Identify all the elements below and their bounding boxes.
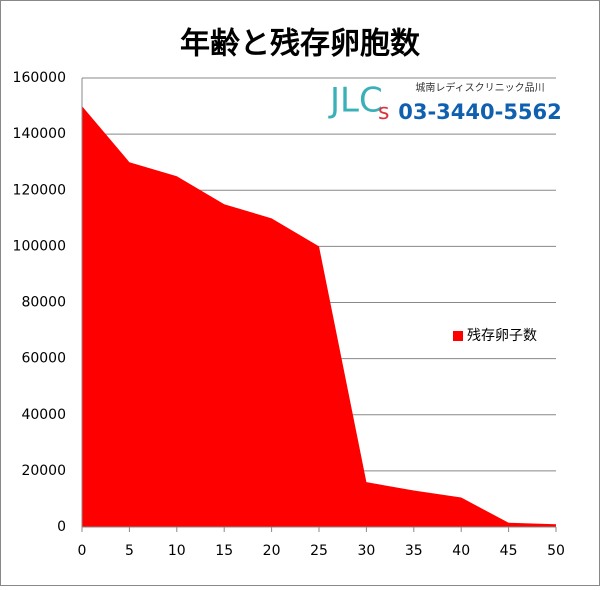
- y-tick-label: 0: [57, 519, 66, 535]
- x-tick-label: 50: [547, 543, 565, 559]
- chart-title: 年齢と残存卵胞数: [180, 27, 421, 62]
- x-tick-label: 35: [405, 543, 423, 559]
- plot-area: 0 20000 40000 60000 80000 100000 120000 140000 1…: [13, 70, 565, 559]
- y-tick-label: 60000: [21, 351, 66, 367]
- logo-phone: 03-3440-5562: [398, 100, 562, 124]
- logo-mark-s: s: [378, 100, 389, 125]
- x-tick-label: 40: [452, 543, 470, 559]
- y-tick-label: 140000: [13, 126, 66, 142]
- y-tick-label: 20000: [21, 463, 66, 479]
- area: [82, 106, 556, 527]
- x-tick-label: 5: [125, 543, 134, 559]
- x-tick-label: 0: [78, 543, 87, 559]
- logo-clinic: 城南レディスクリニック品川: [415, 81, 544, 94]
- y-tick-label: 40000: [21, 407, 66, 423]
- y-tick-label: 160000: [13, 70, 66, 86]
- x-tick-label: 15: [215, 543, 233, 559]
- legend-label: 残存卵子数: [467, 328, 537, 344]
- x-tick-label: 30: [357, 543, 375, 559]
- y-tick-label: 120000: [13, 182, 66, 198]
- x-tick-label: 20: [263, 543, 281, 559]
- x-tick-label: 45: [500, 543, 518, 559]
- logo-mark: JLC: [328, 81, 383, 121]
- y-tick-label: 100000: [13, 238, 66, 254]
- legend-swatch: [453, 331, 463, 341]
- y-tick-label: 80000: [21, 295, 66, 311]
- x-tick-label: 25: [310, 543, 328, 559]
- x-tick-label: 10: [168, 543, 186, 559]
